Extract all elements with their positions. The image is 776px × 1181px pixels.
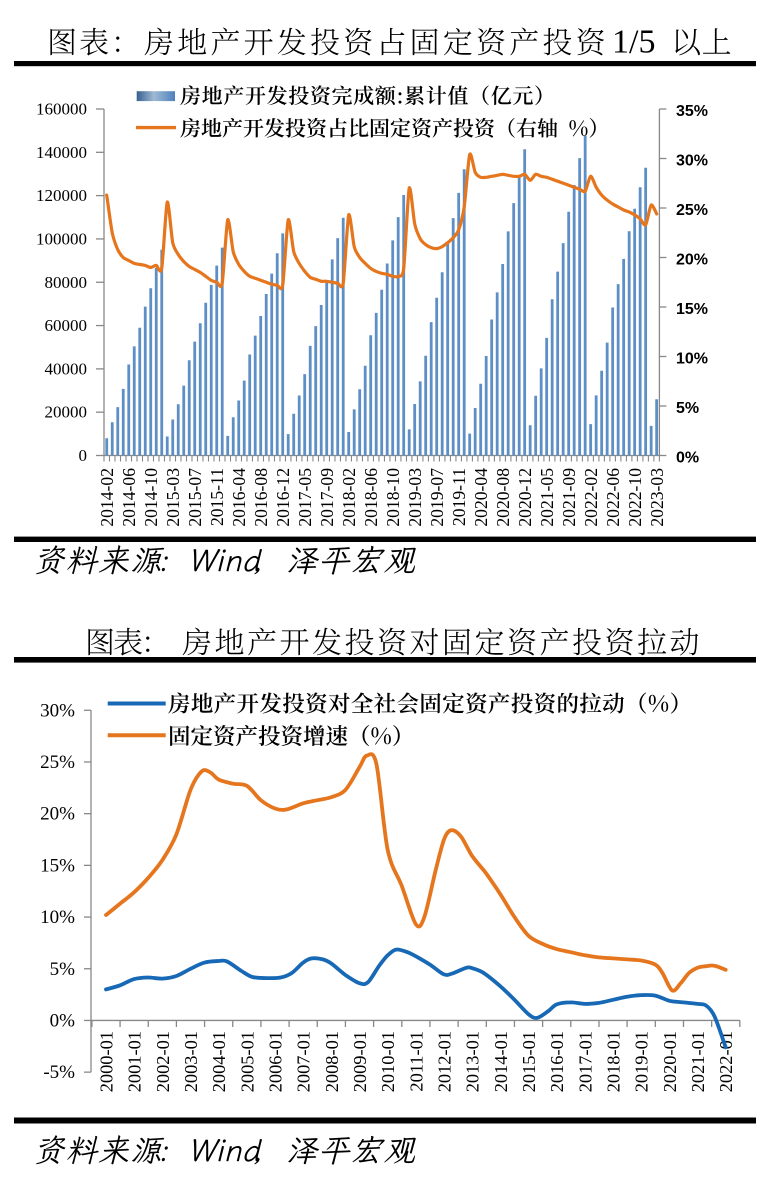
svg-text:2010-01: 2010-01	[378, 1031, 398, 1092]
svg-text:140000: 140000	[36, 143, 87, 162]
svg-text:2014-01: 2014-01	[491, 1031, 511, 1092]
svg-text:2014-10: 2014-10	[141, 468, 161, 527]
svg-text:2019-07: 2019-07	[427, 468, 447, 527]
svg-text:2021-09: 2021-09	[559, 468, 579, 527]
svg-text:0%: 0%	[50, 1010, 76, 1031]
svg-text:2005-01: 2005-01	[237, 1031, 257, 1092]
svg-text:5%: 5%	[676, 400, 699, 417]
svg-text:2004-01: 2004-01	[209, 1031, 229, 1092]
svg-text:2022-06: 2022-06	[603, 468, 623, 527]
svg-text:80000: 80000	[45, 273, 88, 292]
svg-text:2017-09: 2017-09	[317, 468, 337, 527]
svg-text:0: 0	[79, 446, 88, 465]
svg-text:20%: 20%	[676, 252, 708, 269]
svg-text:2022-01: 2022-01	[716, 1031, 736, 1092]
svg-text:2015-01: 2015-01	[519, 1031, 539, 1092]
svg-text:15%: 15%	[676, 301, 708, 318]
svg-text:2018-10: 2018-10	[383, 468, 403, 527]
svg-text:2022-02: 2022-02	[581, 468, 601, 527]
svg-text:2011-01: 2011-01	[406, 1031, 426, 1092]
svg-text:2020-12: 2020-12	[515, 468, 535, 527]
svg-text:2014-06: 2014-06	[119, 468, 139, 527]
svg-text:2019-01: 2019-01	[632, 1031, 652, 1092]
svg-text:25%: 25%	[676, 202, 708, 219]
svg-text:2020-01: 2020-01	[660, 1031, 680, 1092]
svg-text:0%: 0%	[676, 450, 699, 467]
svg-text:2009-01: 2009-01	[350, 1031, 370, 1092]
svg-text:2003-01: 2003-01	[181, 1031, 201, 1092]
svg-text:2012-01: 2012-01	[435, 1031, 455, 1092]
svg-text:15%: 15%	[40, 855, 75, 876]
svg-text:2019-11: 2019-11	[449, 468, 469, 526]
svg-text:2018-01: 2018-01	[604, 1031, 624, 1092]
svg-text:2015-03: 2015-03	[163, 468, 183, 527]
svg-text:2015-07: 2015-07	[185, 468, 205, 527]
svg-text:2017-05: 2017-05	[295, 468, 315, 527]
svg-text:160000: 160000	[36, 100, 87, 119]
svg-text:2017-01: 2017-01	[575, 1031, 595, 1092]
svg-text:2000-01: 2000-01	[97, 1031, 117, 1092]
svg-text:2018-06: 2018-06	[361, 468, 381, 527]
svg-text:2002-01: 2002-01	[153, 1031, 173, 1092]
svg-text:2007-01: 2007-01	[294, 1031, 314, 1092]
svg-text:2021-01: 2021-01	[688, 1031, 708, 1092]
svg-text:1/5: 1/5	[612, 24, 655, 61]
svg-text:40000: 40000	[45, 359, 88, 378]
svg-text:2019-03: 2019-03	[405, 468, 425, 527]
svg-text:100000: 100000	[36, 229, 87, 248]
svg-text:2008-01: 2008-01	[322, 1031, 342, 1092]
svg-text:2015-11: 2015-11	[207, 468, 227, 526]
svg-text:5%: 5%	[50, 959, 76, 980]
svg-text:25%: 25%	[40, 752, 75, 773]
svg-text:2016-08: 2016-08	[251, 468, 271, 527]
svg-text:30%: 30%	[676, 153, 708, 170]
svg-text:20000: 20000	[45, 403, 88, 422]
svg-text:2021-05: 2021-05	[537, 468, 557, 527]
svg-text:2006-01: 2006-01	[266, 1031, 286, 1092]
svg-text:2018-02: 2018-02	[339, 468, 359, 527]
svg-text:2023-03: 2023-03	[647, 468, 667, 527]
svg-text:2016-04: 2016-04	[229, 468, 249, 527]
svg-text:10%: 10%	[40, 907, 75, 928]
svg-text:20%: 20%	[40, 804, 75, 825]
svg-text:10%: 10%	[676, 351, 708, 368]
svg-text:30%: 30%	[40, 700, 75, 721]
svg-text:2013-01: 2013-01	[463, 1031, 483, 1092]
svg-text:2001-01: 2001-01	[125, 1031, 145, 1092]
svg-text:2014-02: 2014-02	[97, 468, 117, 527]
svg-text:2016-12: 2016-12	[273, 468, 293, 527]
svg-text:2022-10: 2022-10	[625, 468, 645, 527]
svg-text:120000: 120000	[36, 186, 87, 205]
svg-text:60000: 60000	[45, 316, 88, 335]
svg-text:2016-01: 2016-01	[547, 1031, 567, 1092]
svg-text:35%: 35%	[676, 103, 708, 120]
svg-text:-5%: -5%	[43, 1062, 75, 1083]
svg-text:2020-08: 2020-08	[493, 468, 513, 527]
svg-text:2020-04: 2020-04	[471, 468, 491, 527]
